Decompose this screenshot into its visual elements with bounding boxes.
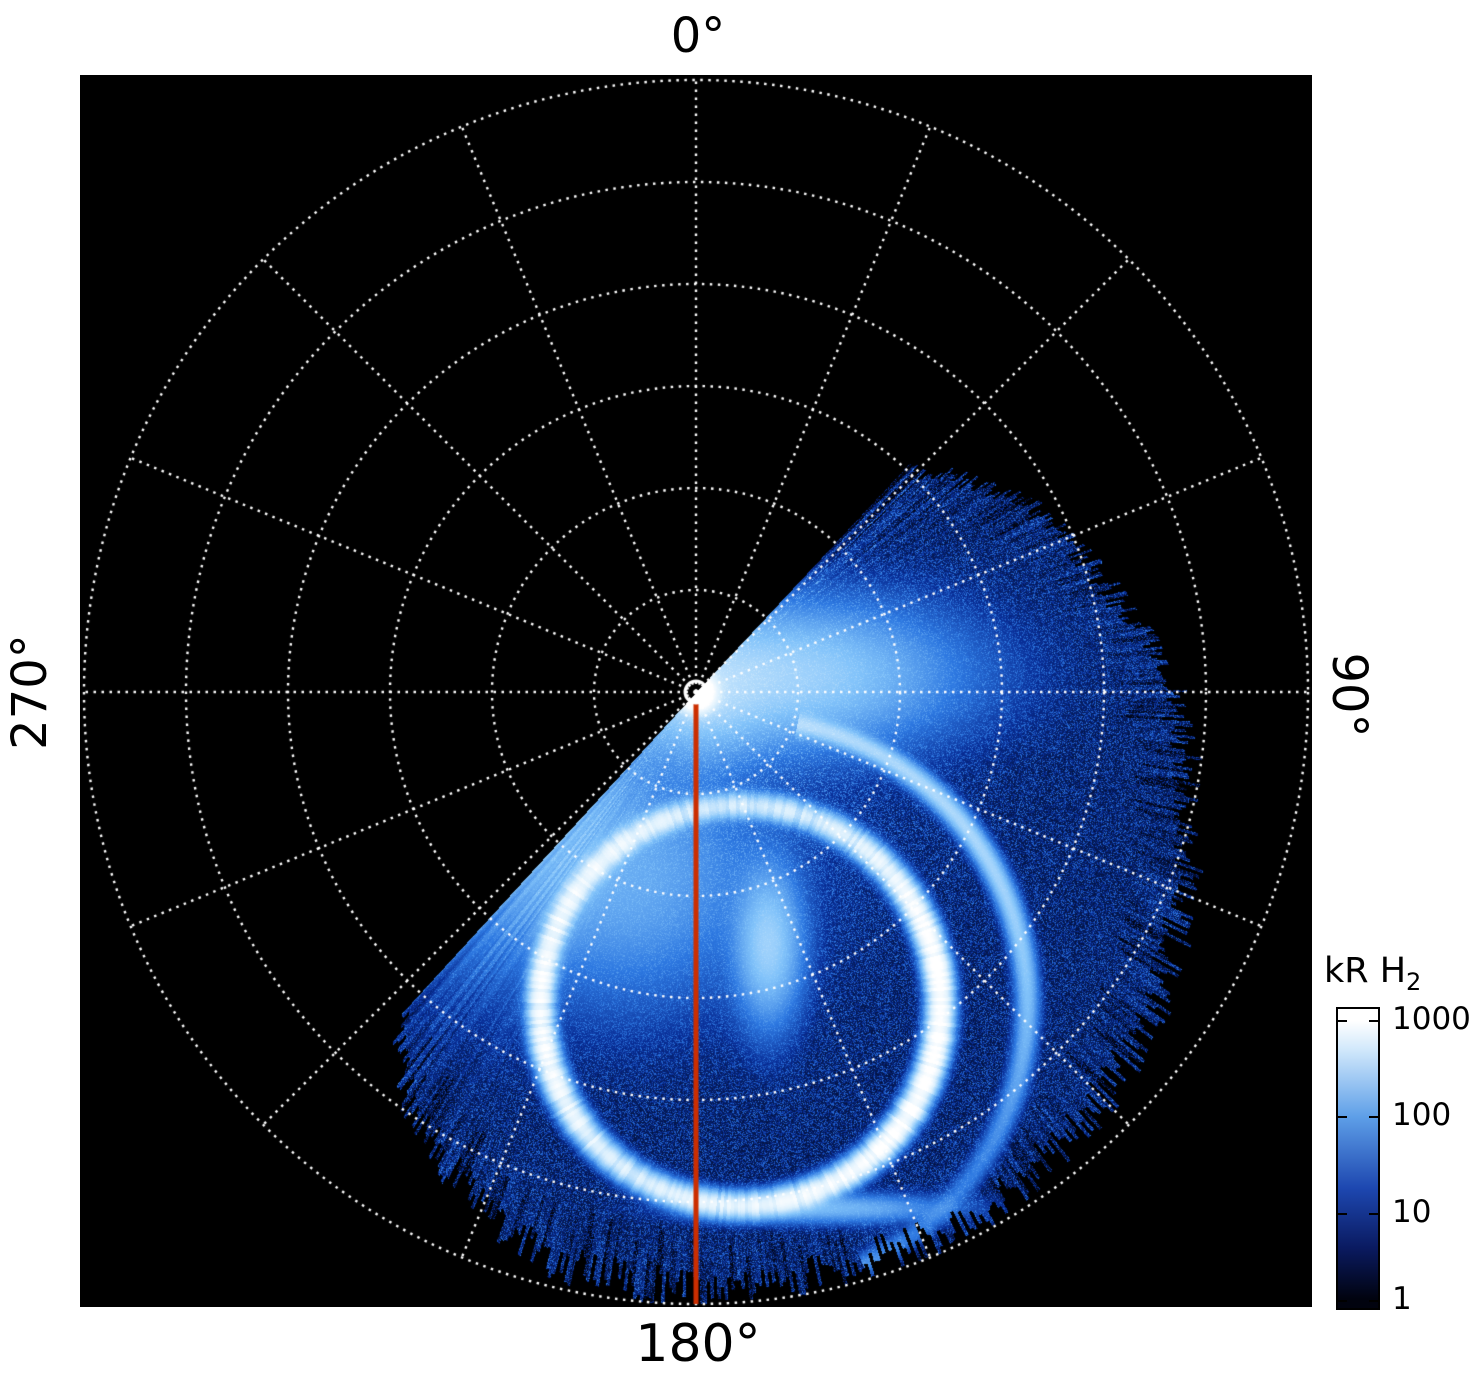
colorbar-tick-mark	[1369, 1020, 1378, 1022]
colorbar: kR H2 1000 100 10 1	[1324, 951, 1471, 1315]
colorbar-tick-mark	[1369, 1213, 1378, 1215]
colorbar-tick-label-100: 100	[1392, 1097, 1452, 1133]
colorbar-title: kR H2	[1324, 951, 1421, 996]
angle-label-180: 180°	[635, 1314, 761, 1374]
colorbar-tick-label-1000: 1000	[1392, 1001, 1471, 1037]
colorbar-tick-label-10: 10	[1392, 1194, 1432, 1230]
colorbar-tick-mark	[1338, 1116, 1347, 1118]
colorbar-tick-label-1: 1	[1392, 1281, 1412, 1317]
angle-label-90: 90°	[1321, 652, 1377, 738]
angle-label-270: 270°	[2, 634, 58, 750]
colorbar-tick-mark	[1338, 1213, 1347, 1215]
colorbar-title-text: kR H	[1324, 951, 1407, 991]
polar-plot-canvas	[80, 75, 1312, 1307]
colorbar-tick-mark	[1338, 1020, 1347, 1022]
colorbar-tick-mark	[1369, 1116, 1378, 1118]
angle-label-0: 0°	[670, 8, 726, 64]
colorbar-gradient	[1336, 1007, 1380, 1310]
colorbar-title-subscript: 2	[1406, 968, 1422, 996]
colorbar-tick-mark	[1369, 1300, 1378, 1302]
colorbar-tick-mark	[1338, 1300, 1347, 1302]
